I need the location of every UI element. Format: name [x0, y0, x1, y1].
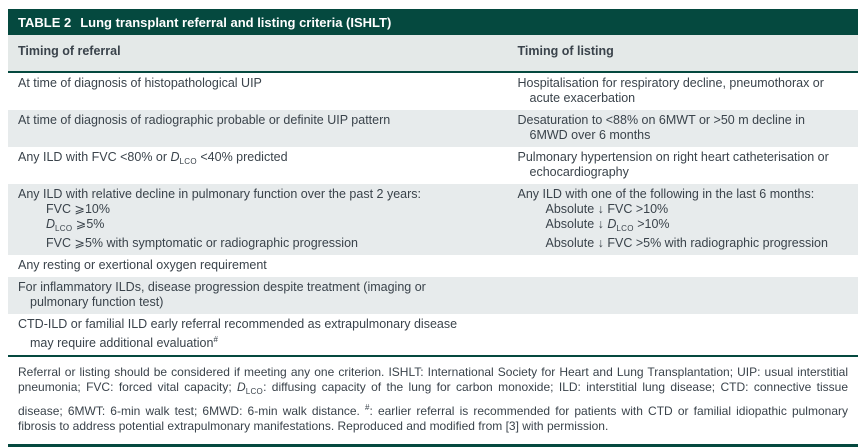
criterion-text: FVC ⩾5% with symptomatic or radiographic… — [46, 236, 358, 250]
listing-cell: Desaturation to <88% on 6MWT or >50 m de… — [510, 113, 859, 143]
table-row: Any ILD with relative decline in pulmona… — [8, 184, 858, 255]
criterion-text: For inflammatory ILDs, disease progressi… — [18, 280, 426, 309]
criterion-text: Any ILD with one of the following in the… — [517, 187, 815, 201]
table-title-bar: TABLE 2 Lung transplant referral and list… — [8, 9, 858, 35]
criterion-text: Any ILD with relative decline in pulmona… — [18, 187, 421, 201]
criterion-text: Absolute ↓ FVC >5% with radiographic pro… — [545, 236, 828, 250]
referral-cell: For inflammatory ILDs, disease progressi… — [8, 280, 510, 310]
column-header-timing-of-listing: Timing of listing — [517, 44, 614, 58]
listing-cell — [510, 317, 859, 351]
table-row: CTD-ILD or familial ILD early referral r… — [8, 314, 858, 355]
listing-cell: Pulmonary hypertension on right heart ca… — [510, 150, 859, 180]
referral-cell: At time of diagnosis of histopathologica… — [8, 76, 510, 106]
criterion-text: Desaturation to <88% on 6MWT or >50 m de… — [517, 113, 805, 142]
referral-cell: Any ILD with relative decline in pulmona… — [8, 187, 510, 251]
criterion-text: Pulmonary hypertension on right heart ca… — [517, 150, 829, 179]
table-row: At time of diagnosis of histopathologica… — [8, 73, 858, 110]
referral-cell: At time of diagnosis of radiographic pro… — [8, 113, 510, 143]
listing-cell — [510, 258, 859, 273]
criterion-text: Absolute ↓ FVC >10% — [545, 202, 669, 216]
criterion-text: CTD-ILD or familial ILD early referral r… — [18, 317, 458, 350]
criterion-text: Any ILD with FVC <80% or DLCO <40% predi… — [18, 150, 288, 166]
criterion-text: At time of diagnosis of radiographic pro… — [18, 113, 391, 127]
criterion-text: FVC ⩾10% — [46, 202, 110, 216]
table-body: At time of diagnosis of histopathologica… — [8, 73, 858, 355]
referral-cell: Any ILD with FVC <80% or DLCO <40% predi… — [8, 150, 510, 180]
criterion-text: Absolute ↓ DLCO >10% — [545, 217, 670, 233]
column-header-timing-of-referral: Timing of referral — [18, 44, 121, 58]
table-row: At time of diagnosis of radiographic pro… — [8, 110, 858, 147]
criterion-text: At time of diagnosis of histopathologica… — [18, 76, 262, 90]
column-header-row: Timing of referral Timing of listing — [8, 35, 858, 73]
table-row: For inflammatory ILDs, disease progressi… — [8, 277, 858, 314]
table-number-label: TABLE 2 — [18, 15, 72, 30]
bottom-rule — [8, 443, 858, 447]
ishlt-criteria-table: TABLE 2 Lung transplant referral and list… — [8, 9, 858, 447]
referral-cell: Any resting or exertional oxygen require… — [8, 258, 510, 273]
referral-cell: CTD-ILD or familial ILD early referral r… — [8, 317, 510, 351]
criterion-text: DLCO ⩾5% — [46, 217, 105, 233]
listing-cell: Any ILD with one of the following in the… — [510, 187, 859, 251]
listing-cell: Hospitalisation for respiratory decline,… — [510, 76, 859, 106]
criterion-text: Any resting or exertional oxygen require… — [18, 258, 267, 272]
table-row: Any ILD with FVC <80% or DLCO <40% predi… — [8, 147, 858, 184]
criterion-text: Hospitalisation for respiratory decline,… — [517, 76, 824, 105]
table-row: Any resting or exertional oxygen require… — [8, 255, 858, 277]
table-title: Lung transplant referral and listing cri… — [80, 15, 392, 30]
listing-cell — [510, 280, 859, 310]
table-footnote: Referral or listing should be considered… — [8, 355, 858, 444]
